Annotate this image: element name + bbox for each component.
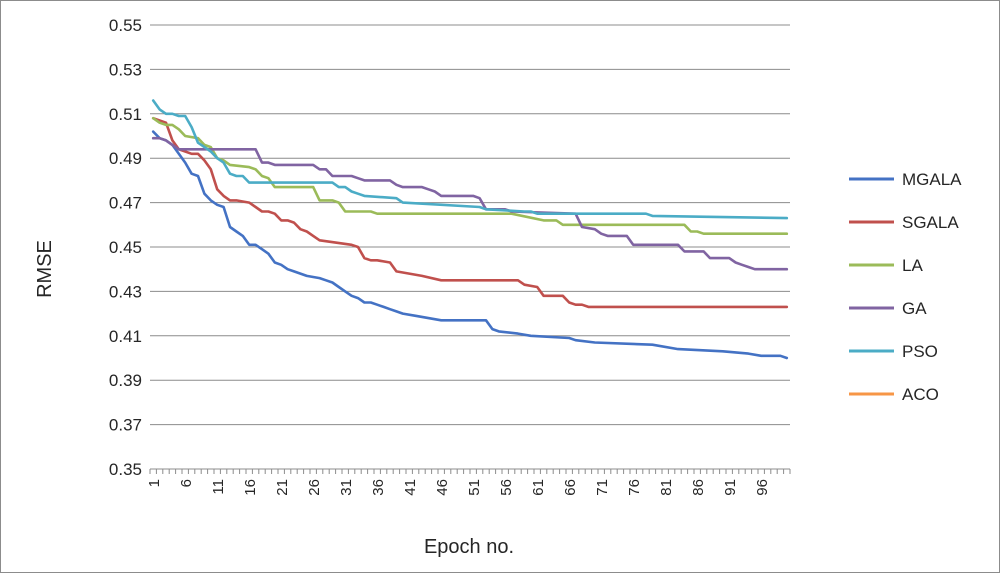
legend-label-la: LA xyxy=(902,256,923,275)
x-tick-label: 76 xyxy=(626,479,643,496)
legend-label-ga: GA xyxy=(902,299,927,318)
x-axis-label: Epoch no. xyxy=(424,536,514,558)
series-line-la xyxy=(151,116,789,235)
y-tick-label: 0.39 xyxy=(109,371,142,390)
x-tick-label: 66 xyxy=(562,479,579,496)
x-axis-ticks: 1 6 11 16 21 26 31 36 41 46 51 56 61 66 71 76 81 86 91 96 xyxy=(146,469,791,496)
legend-label-aco: ACO xyxy=(902,385,939,404)
series-line-sgala xyxy=(151,116,789,309)
y-tick-label: 0.51 xyxy=(109,105,142,124)
x-tick-label: 16 xyxy=(242,479,259,496)
y-tick-label: 0.45 xyxy=(109,238,142,257)
y-axis-label: RMSE xyxy=(34,240,56,298)
x-tick-label: 86 xyxy=(690,479,707,496)
y-tick-label: 0.55 xyxy=(109,16,142,35)
series-line-mgala xyxy=(151,130,789,360)
y-axis-ticks: 0.35 0.37 0.39 0.41 0.43 0.45 0.47 0.49 0.51 0.53… xyxy=(109,16,142,479)
y-tick-label: 0.41 xyxy=(109,327,142,346)
x-tick-label: 26 xyxy=(306,479,323,496)
series-line-pso xyxy=(151,99,789,220)
x-tick-label: 1 xyxy=(146,479,163,487)
x-tick-label: 41 xyxy=(402,479,419,496)
legend-label-sgala: SGALA xyxy=(902,213,959,232)
x-tick-label: 36 xyxy=(370,479,387,496)
y-tick-label: 0.49 xyxy=(109,149,142,168)
legend: MGALA SGALA LA GA PSO ACO xyxy=(849,170,962,404)
x-tick-label: 91 xyxy=(722,479,739,496)
y-tick-label: 0.47 xyxy=(109,194,142,213)
x-tick-label: 46 xyxy=(434,479,451,496)
plot-area xyxy=(151,99,789,360)
gridlines xyxy=(150,24,790,470)
series-line-ga xyxy=(151,136,789,271)
x-tick-label: 11 xyxy=(210,479,227,495)
y-tick-label: 0.53 xyxy=(109,60,142,79)
x-tick-label: 81 xyxy=(658,479,675,496)
x-tick-label: 56 xyxy=(498,479,515,496)
x-tick-label: 31 xyxy=(338,479,355,496)
x-tick-label: 6 xyxy=(178,479,195,487)
legend-label-pso: PSO xyxy=(902,342,938,361)
y-tick-label: 0.35 xyxy=(109,460,142,479)
legend-label-mgala: MGALA xyxy=(902,170,962,189)
y-tick-label: 0.43 xyxy=(109,282,142,301)
x-tick-label: 96 xyxy=(754,479,771,496)
y-tick-label: 0.37 xyxy=(109,416,142,435)
x-tick-label: 51 xyxy=(466,479,483,496)
x-tick-label: 71 xyxy=(594,479,611,496)
x-tick-label: 61 xyxy=(530,479,547,496)
x-tick-label: 21 xyxy=(274,479,291,496)
